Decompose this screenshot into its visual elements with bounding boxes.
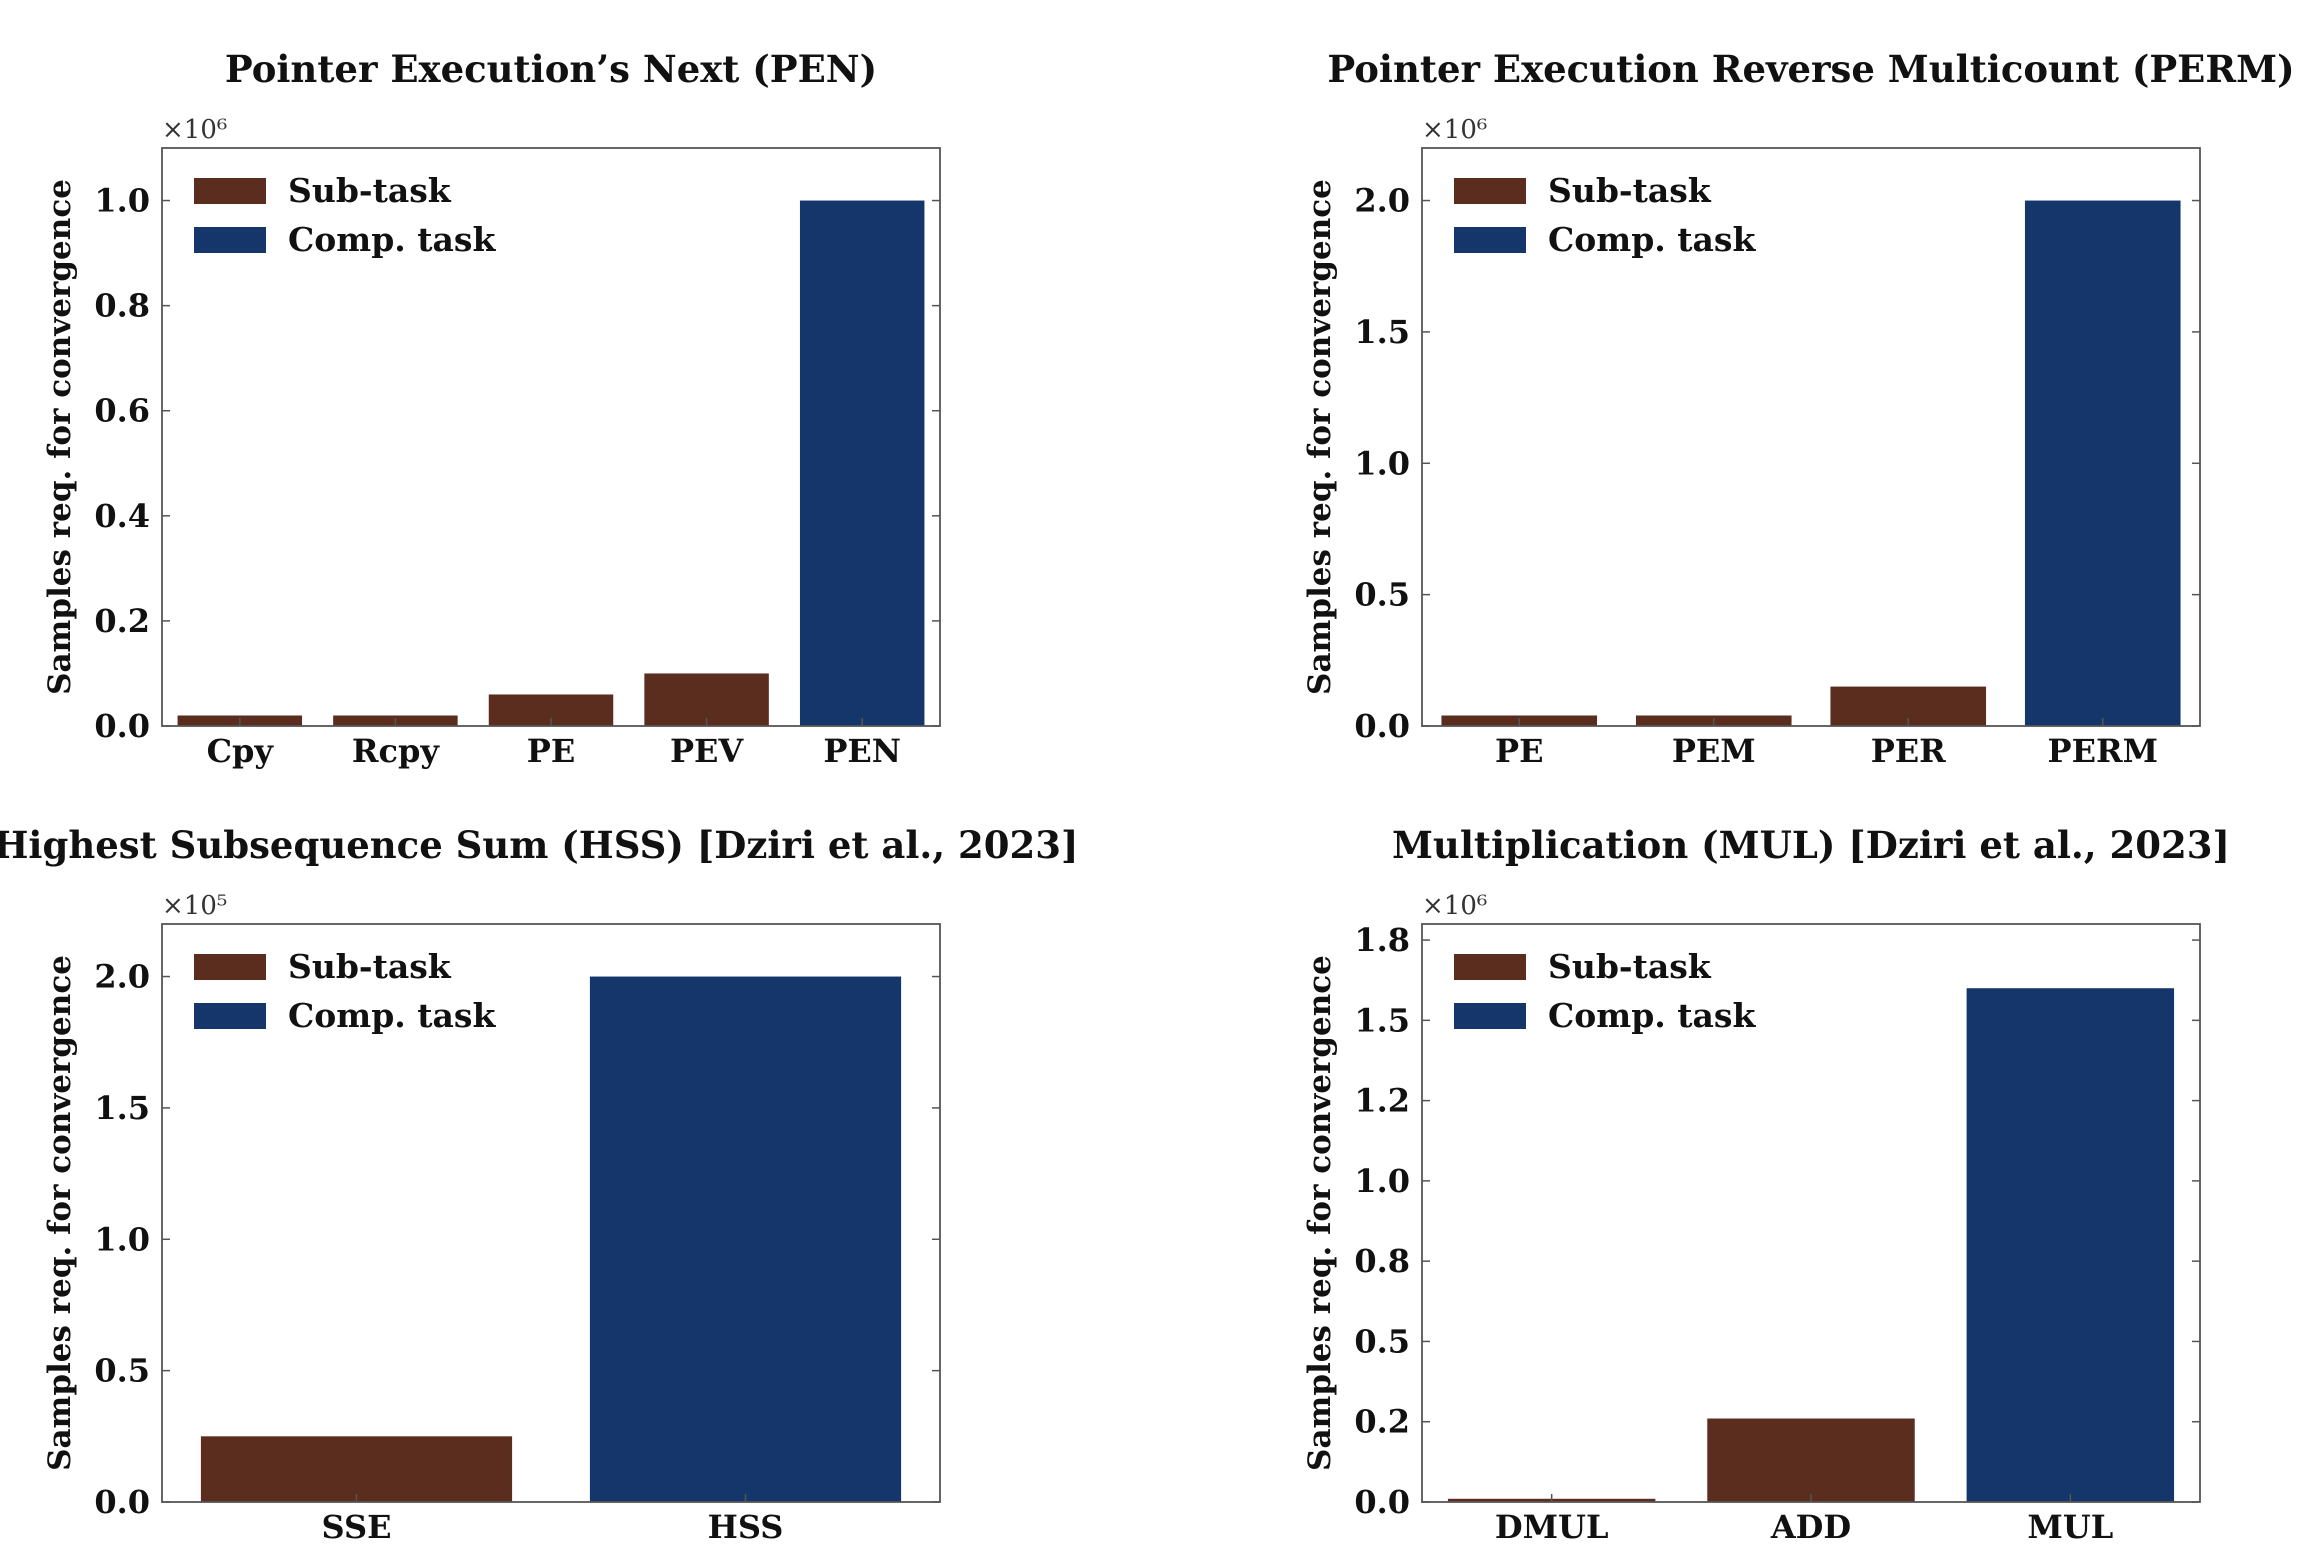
chart-title: Multiplication (MUL) [Dziri et al., 2023… [1392,823,2230,867]
plot-frame [1421,147,2201,727]
legend-comp-task-swatch [1454,227,1526,253]
y-tick-label: 1.5 [94,1089,150,1127]
x-tick-label: HSS [708,1508,784,1546]
bar-pev [644,673,769,726]
x-tick-label: DMUL [1495,1508,1609,1546]
y-tick-label: 0.6 [94,392,150,430]
y-tick-label: 1.2 [1354,1082,1410,1120]
legend: Sub-task Comp. task [1454,947,1756,1035]
x-tick-label: PERM [2048,732,2158,770]
x-tick-label: ADD [1770,1508,1851,1546]
axis-multiplier: ×10⁶ [1422,891,1487,921]
bar-add [1707,1418,1915,1502]
x-tick-label: PEM [1672,732,1756,770]
legend-sub-task-swatch [1454,954,1526,980]
bar-pen [799,200,925,726]
legend-sub-task-label: Sub-task [1548,947,1712,986]
plot-frame [161,147,941,727]
legend: Sub-task Comp. task [1454,171,1756,259]
y-tick-label: 2.0 [1354,182,1410,220]
y-tick-label: 0.5 [1354,1322,1410,1360]
chart-panel-1: Pointer Execution’s Next (PEN) ×10⁶ Cpy Rcp… [42,47,941,770]
legend-comp-task-label: Comp. task [288,996,496,1035]
axis-multiplier: ×10⁶ [162,115,227,145]
y-tick-label: 0.2 [94,602,150,640]
y-tick-label: 1.0 [94,182,150,220]
y-axis-label: Samples req. for convergence [42,179,78,695]
chart-title: Highest Subsequence Sum (HSS) [Dziri et … [0,823,1079,867]
bar-sse [200,1436,513,1502]
y-tick-label: 1.5 [1354,1001,1410,1039]
y-tick-label: 1.0 [1354,444,1410,482]
y-axis-label: Samples req. for convergence [42,955,78,1471]
y-tick-label: 1.8 [1354,921,1410,959]
legend-comp-task-label: Comp. task [1548,220,1756,259]
legend-sub-task-label: Sub-task [1548,171,1712,210]
legend-comp-task-swatch [1454,1003,1526,1029]
y-tick-label: 0.8 [1354,1242,1410,1280]
x-tick-label: SSE [322,1508,392,1546]
y-tick-label: 0.0 [1354,707,1410,745]
legend: Sub-task Comp. task [194,947,496,1035]
axis-multiplier: ×10⁶ [1422,115,1487,145]
bar-hss [589,976,902,1502]
axis-multiplier: ×10⁵ [162,891,227,921]
x-tick-label: PE [1495,732,1543,770]
x-tick-label: PER [1871,732,1946,770]
x-tick-label: PEN [823,732,901,770]
legend-sub-task-swatch [194,954,266,980]
legend-sub-task-swatch [194,178,266,204]
chart-title: Pointer Execution Reverse Multicount (PE… [1327,47,2294,91]
chart-panel-4: Multiplication (MUL) [Dziri et al., 2023… [1302,823,2230,1546]
x-tick-label: MUL [2027,1508,2113,1546]
legend-comp-task-swatch [194,1003,266,1029]
y-tick-label: 0.4 [94,497,150,535]
legend-sub-task-label: Sub-task [288,171,452,210]
y-tick-label: 2.0 [94,958,150,996]
legend-sub-task-label: Sub-task [288,947,452,986]
chart-panel-2: Pointer Execution Reverse Multicount (PE… [1302,47,2295,770]
y-tick-label: 1.0 [94,1220,150,1258]
y-tick-label: 0.5 [1354,576,1410,614]
legend-sub-task-swatch [1454,178,1526,204]
y-tick-label: 0.0 [94,707,150,745]
plot-frame [161,923,941,1503]
x-tick-label: PE [527,732,575,770]
y-tick-label: 1.0 [1354,1162,1410,1200]
y-tick-label: 0.0 [1354,1483,1410,1521]
plot-frame [1421,923,2201,1503]
y-tick-label: 0.0 [94,1483,150,1521]
y-tick-label: 1.5 [1354,313,1410,351]
bar-perm [2024,200,2181,726]
bar-mul [1966,988,2175,1502]
legend-comp-task-label: Comp. task [1548,996,1756,1035]
y-tick-label: 0.2 [1354,1403,1410,1441]
legend-comp-task-label: Comp. task [288,220,496,259]
legend-comp-task-swatch [194,227,266,253]
x-tick-label: PEV [670,732,744,770]
y-tick-label: 0.8 [94,287,150,325]
chart-panel-3: Highest Subsequence Sum (HSS) [Dziri et … [0,823,1079,1546]
chart-title: Pointer Execution’s Next (PEN) [225,47,877,91]
y-tick-label: 0.5 [94,1352,150,1390]
y-axis-label: Samples req. for convergence [1302,179,1338,695]
y-axis-label: Samples req. for convergence [1302,955,1338,1471]
legend: Sub-task Comp. task [194,171,496,259]
x-tick-label: Rcpy [352,732,440,770]
x-tick-label: Cpy [207,732,275,770]
